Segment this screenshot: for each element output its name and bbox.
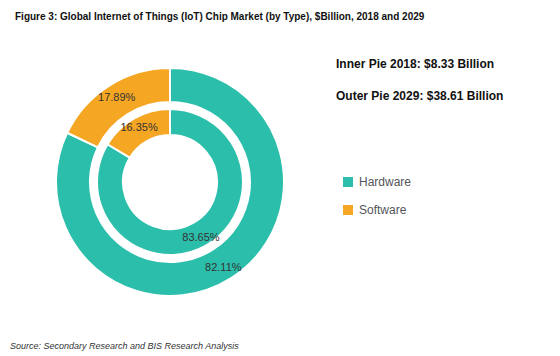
- svg-text:17.89%: 17.89%: [98, 91, 136, 103]
- svg-text:Figure 3: Global Internet of T: Figure 3: Global Internet of Things (IoT…: [15, 11, 425, 22]
- svg-text:16.35%: 16.35%: [120, 121, 158, 133]
- svg-text:Source: Secondary Research and: Source: Secondary Research and BIS Resea…: [10, 341, 239, 351]
- svg-text:82.11%: 82.11%: [205, 261, 242, 273]
- svg-text:Outer Pie 2029: $38.61 Billion: Outer Pie 2029: $38.61 Billion: [336, 89, 503, 103]
- svg-text:Hardware: Hardware: [359, 175, 411, 189]
- svg-text:83.65%: 83.65%: [182, 231, 220, 243]
- svg-text:Software: Software: [359, 203, 407, 217]
- svg-text:Inner Pie 2018: $8.33 Billion: Inner Pie 2018: $8.33 Billion: [336, 57, 494, 71]
